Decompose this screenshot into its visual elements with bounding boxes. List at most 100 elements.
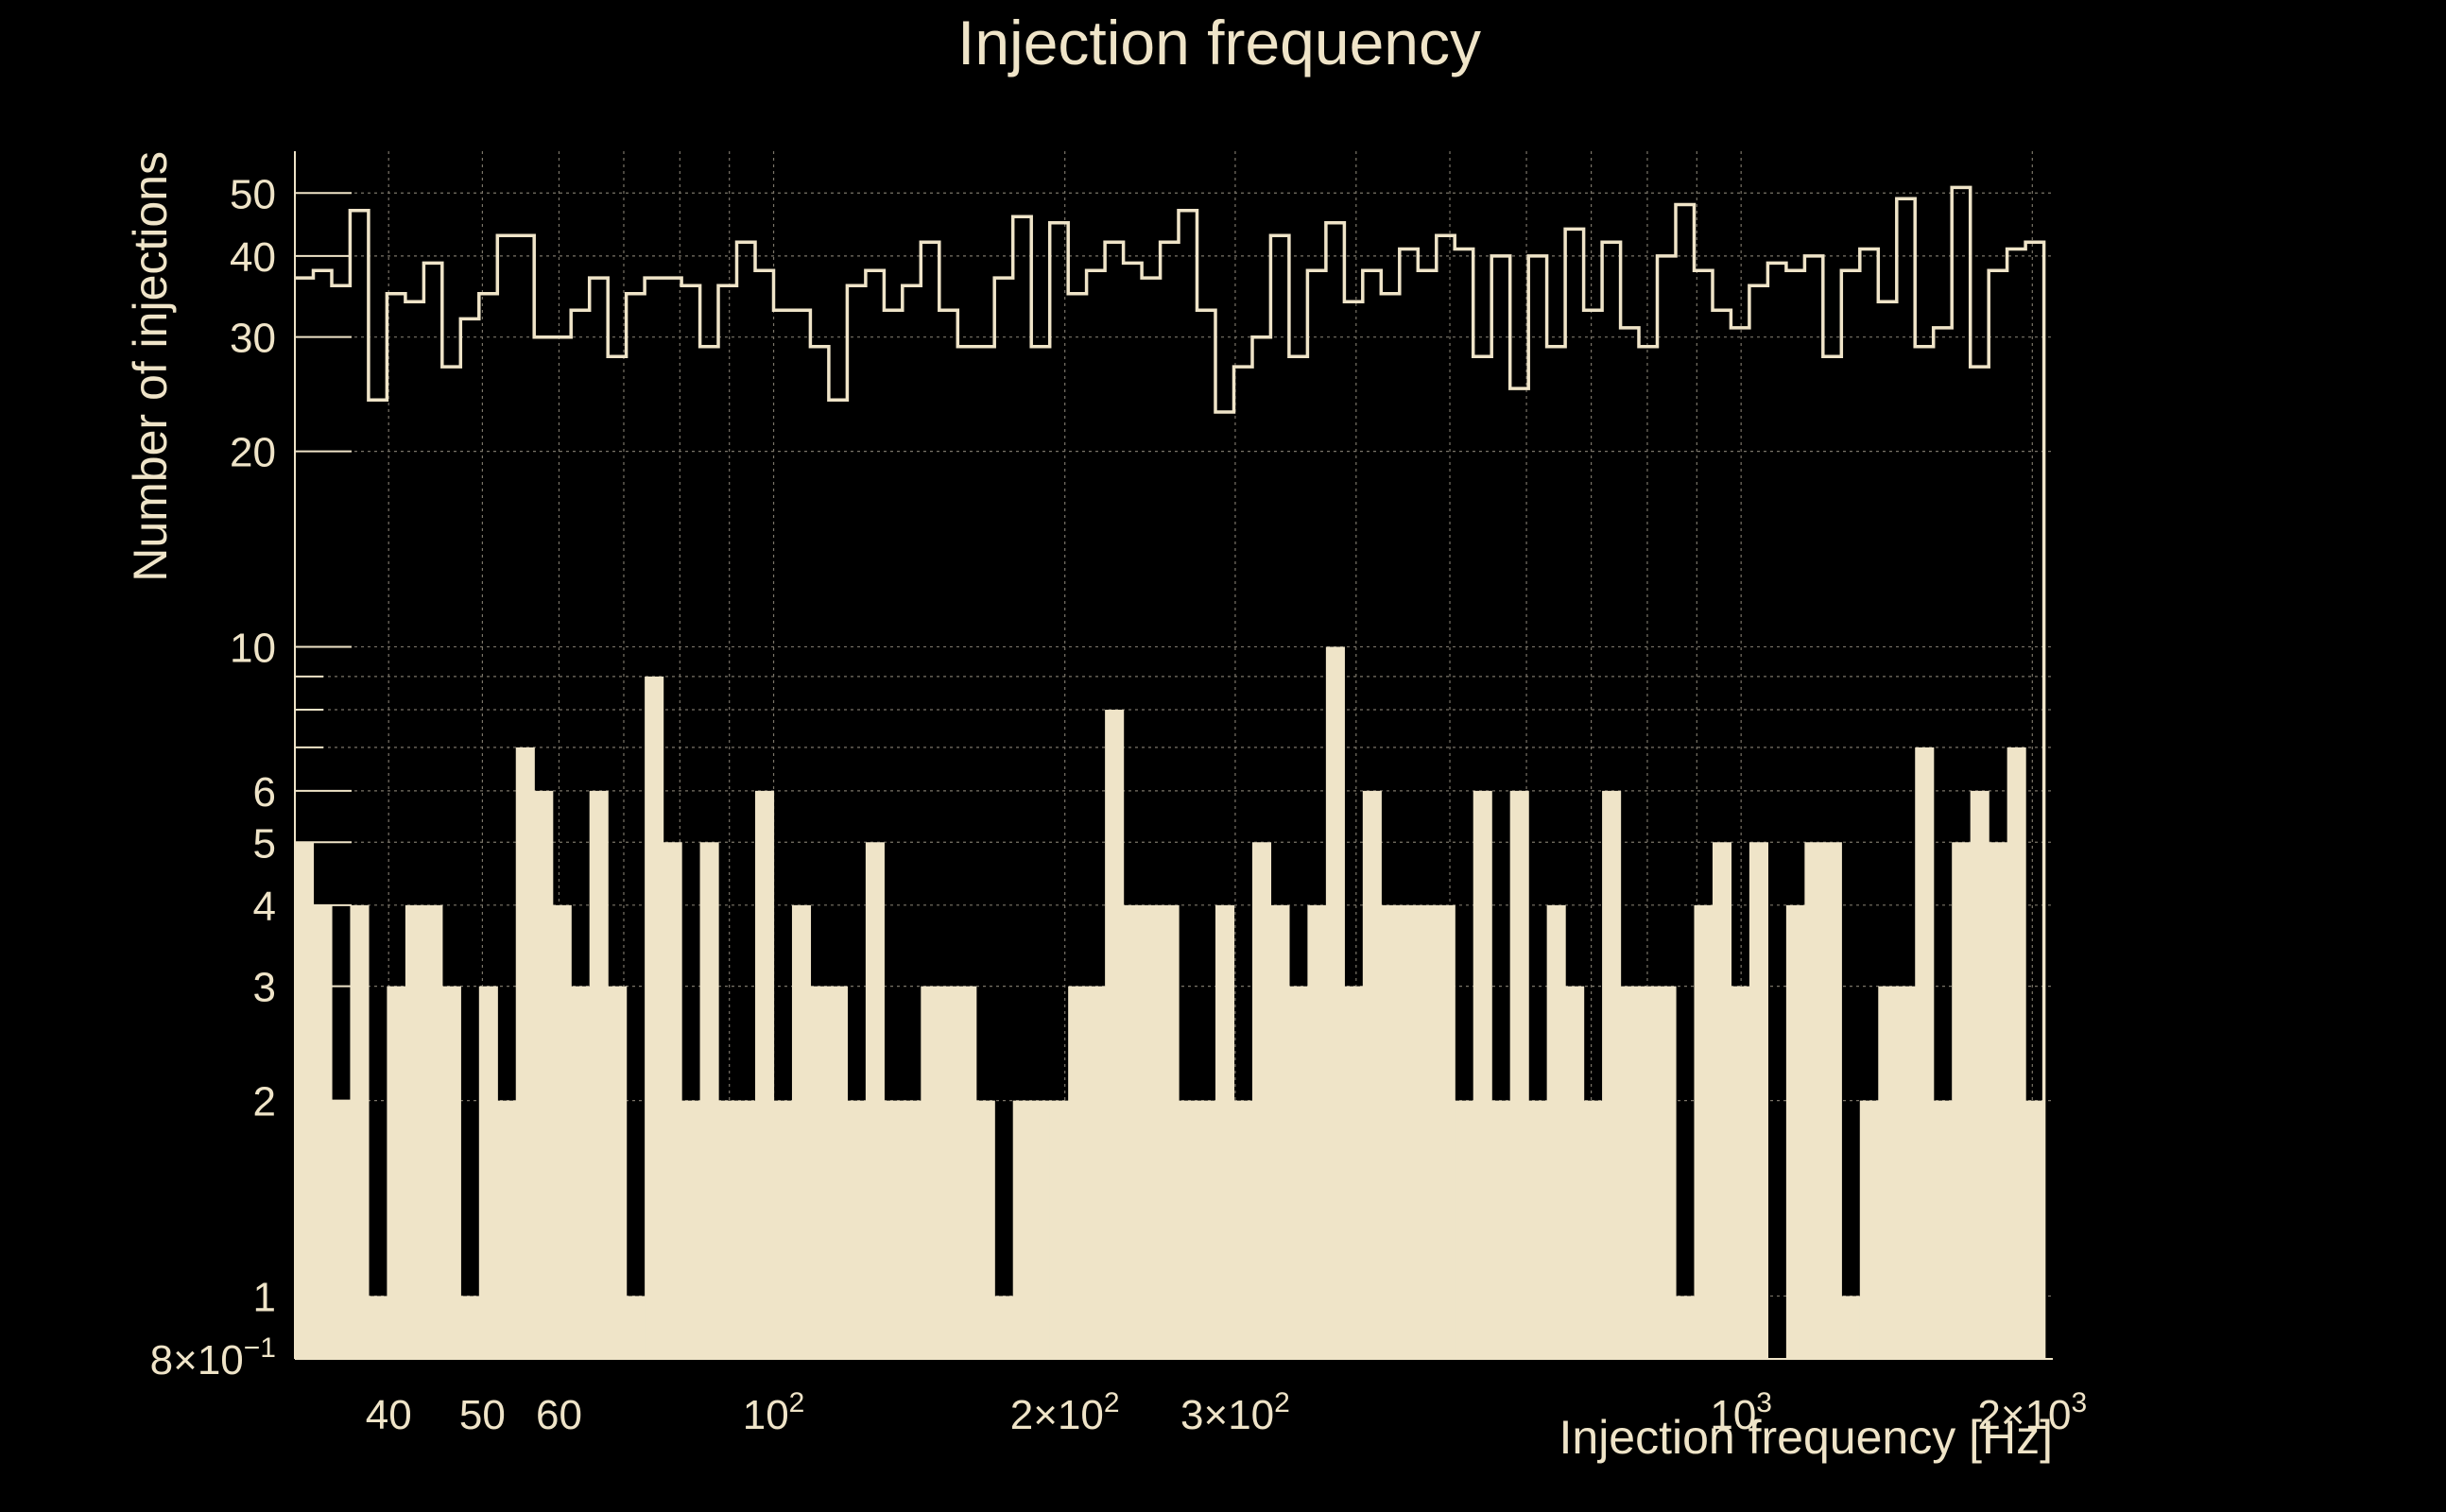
histogram-bar — [1031, 1100, 1051, 1359]
y-tick-label: 2 — [253, 1079, 276, 1125]
histogram-bar — [571, 986, 591, 1359]
histogram-bar — [1952, 842, 1972, 1359]
histogram-bar — [847, 1100, 867, 1359]
histogram-bar — [791, 904, 812, 1359]
histogram-bar — [1989, 842, 2008, 1359]
histogram-bar — [681, 1100, 701, 1359]
y-tick-label: 1 — [253, 1274, 276, 1320]
histogram-bar — [699, 842, 719, 1359]
histogram-bar — [1878, 986, 1898, 1359]
histogram-bar — [552, 904, 572, 1359]
histogram-bar — [736, 1100, 756, 1359]
histogram-bar — [1528, 1100, 1548, 1359]
chart-title: Injection frequency — [957, 8, 1481, 77]
histogram-bar — [884, 1100, 904, 1359]
histogram-bar — [1325, 646, 1345, 1359]
histogram-bar — [1620, 986, 1640, 1359]
all-injections-step-line — [295, 185, 2046, 1359]
y-tick-label: 6 — [253, 769, 276, 816]
found-injections-histogram — [295, 646, 2045, 1359]
histogram-bar — [1362, 790, 1382, 1359]
x-tick-label: 3×102 — [1180, 1387, 1290, 1438]
histogram-bar — [1160, 904, 1180, 1359]
histogram-bar — [754, 790, 775, 1359]
histogram-bar — [1179, 1100, 1198, 1359]
histogram-bar — [828, 986, 848, 1359]
histogram-bar — [1251, 842, 1272, 1359]
histogram-bar — [939, 986, 958, 1359]
histogram-bar — [387, 986, 406, 1359]
histogram-bar — [1105, 710, 1125, 1359]
histogram-bar — [865, 842, 885, 1359]
y-tick-label: 4 — [253, 884, 276, 930]
histogram-bar — [1344, 986, 1364, 1359]
x-tick-label: 102 — [743, 1387, 805, 1438]
histogram-bar — [589, 790, 609, 1359]
histogram-bar — [1509, 790, 1529, 1359]
histogram-bar — [1933, 1100, 1953, 1359]
histogram-bar — [1675, 1296, 1696, 1359]
histogram-bar — [1915, 747, 1935, 1359]
histogram-bar — [1804, 842, 1824, 1359]
axes — [294, 151, 2053, 1360]
histogram-bar — [1859, 1100, 1879, 1359]
histogram-bar — [1822, 842, 1842, 1359]
histogram-bar — [1288, 986, 1308, 1359]
histogram-bar — [1491, 1100, 1511, 1359]
histogram-bar — [1049, 1100, 1069, 1359]
histogram-bar — [1142, 904, 1162, 1359]
histogram-bar — [1841, 1296, 1861, 1359]
x-tick-label: 50 — [459, 1392, 506, 1438]
histogram-bar — [1123, 904, 1143, 1359]
histogram-bar — [534, 790, 554, 1359]
histogram-bar — [718, 1100, 738, 1359]
histogram-bar — [1970, 790, 1990, 1359]
histogram-bar — [1712, 842, 1732, 1359]
histogram-bar — [608, 986, 628, 1359]
histogram-bar — [1012, 1100, 1032, 1359]
histogram-bar — [1583, 1100, 1603, 1359]
histogram-bar — [1602, 790, 1622, 1359]
histogram-bar — [810, 986, 830, 1359]
histogram-bar — [1473, 790, 1492, 1359]
x-tick-label: 60 — [536, 1392, 582, 1438]
histogram-bar — [1381, 904, 1401, 1359]
y-tick-label: 8×10−1 — [150, 1332, 276, 1383]
histogram-bar — [957, 986, 977, 1359]
y-tick-label: 20 — [230, 430, 276, 476]
histogram-bar — [1418, 904, 1438, 1359]
histogram-bar — [313, 904, 333, 1359]
y-tick-label: 50 — [230, 171, 276, 217]
histogram-bar — [1455, 1100, 1474, 1359]
histogram-bar — [1068, 986, 1088, 1359]
histogram-bar — [921, 986, 940, 1359]
histogram-bar — [2007, 747, 2026, 1359]
y-tick-labels: 8×10−1 1 2 3 4 56 10 20 30 40 50 — [150, 171, 276, 1383]
y-tick-label: 10 — [230, 625, 276, 671]
histogram-bar — [478, 986, 498, 1359]
histogram-bar — [902, 1100, 922, 1359]
x-tick-label: 103 — [1710, 1387, 1772, 1438]
histogram-bar — [1399, 904, 1419, 1359]
histogram-bar — [1086, 986, 1106, 1359]
histogram-bar — [460, 1296, 480, 1359]
histogram-bar — [405, 904, 424, 1359]
histogram-bar — [1197, 1100, 1216, 1359]
histogram-bar — [1436, 904, 1456, 1359]
histogram-bar — [645, 676, 664, 1359]
histogram-bar — [1546, 904, 1566, 1359]
histogram-bar — [1657, 986, 1677, 1359]
histogram-bar — [1748, 842, 1768, 1359]
histogram-bar — [350, 904, 370, 1359]
histogram-bar — [1214, 904, 1235, 1359]
histogram-bar — [994, 1296, 1014, 1359]
histogram-bar — [1565, 986, 1585, 1359]
histogram-bar — [975, 1100, 995, 1359]
y-tick-label: 30 — [230, 316, 276, 362]
histogram-bar — [1785, 904, 1805, 1359]
histogram-bar — [1307, 904, 1327, 1359]
x-tick-labels: 40 50 60 102 2×102 3×102 103 2×103 — [366, 1387, 2087, 1438]
histogram-bar — [626, 1296, 646, 1359]
histogram-bar — [497, 1100, 517, 1359]
